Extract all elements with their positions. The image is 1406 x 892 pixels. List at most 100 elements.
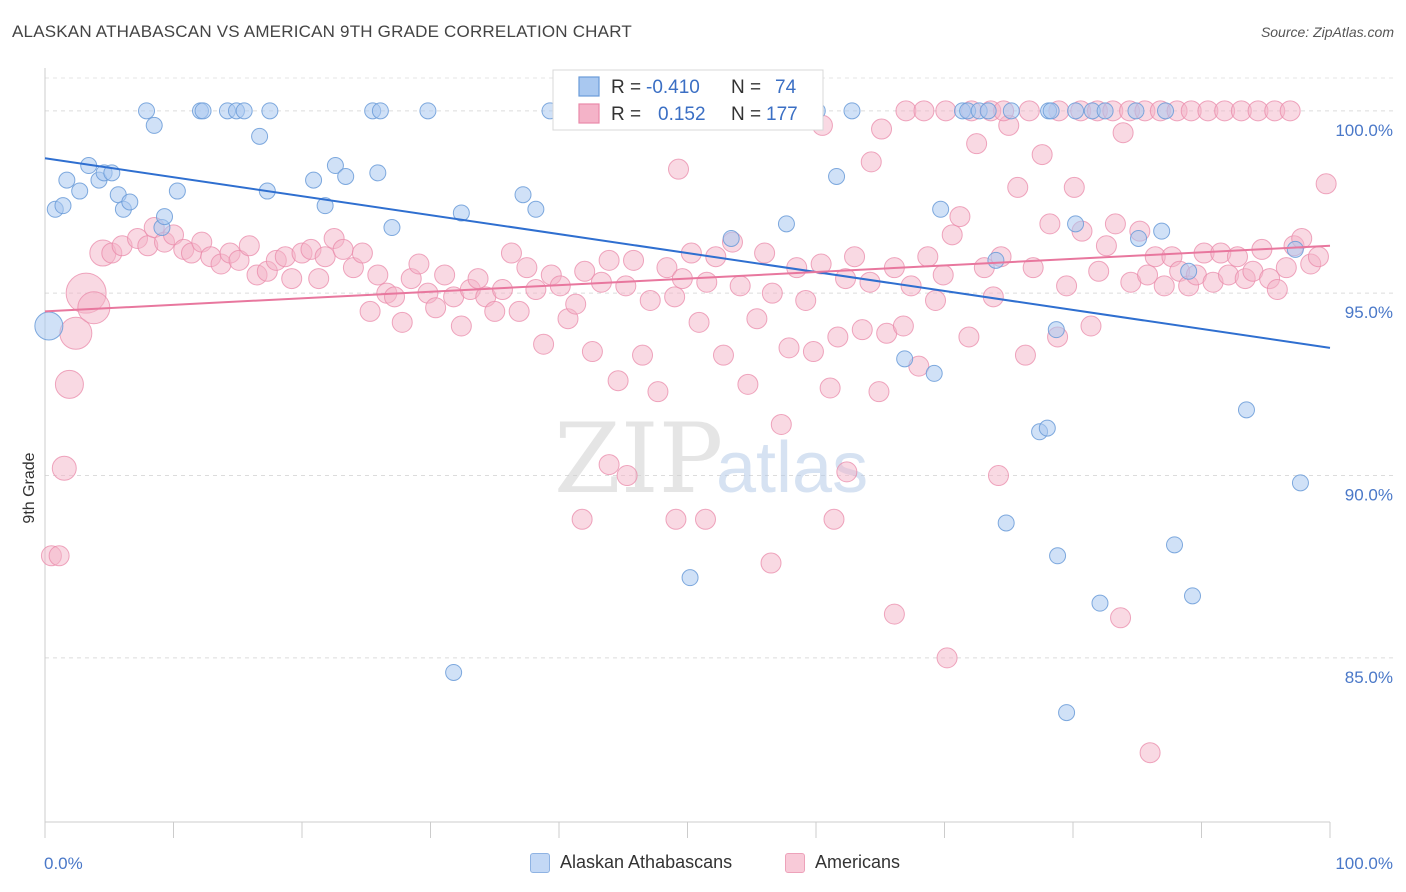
athabascan-point-25 bbox=[305, 171, 323, 189]
american-point-124 bbox=[1080, 315, 1102, 337]
athabascan-point-24 bbox=[261, 102, 279, 120]
american-point-21 bbox=[228, 249, 250, 271]
american-point-87 bbox=[778, 337, 800, 359]
athabascan-point-11 bbox=[121, 193, 139, 211]
american-point-133 bbox=[1153, 275, 1175, 297]
american-point-42 bbox=[408, 253, 430, 275]
legend-swatch-athabascans bbox=[530, 852, 550, 873]
american-point-72 bbox=[656, 257, 678, 279]
legend-item-athabascans: Alaskan Athabascans bbox=[530, 852, 732, 873]
legend-n-value-2: 177 bbox=[766, 104, 798, 125]
athabascan-point-21 bbox=[235, 102, 253, 120]
legend-label-athabascans: Alaskan Athabascans bbox=[560, 852, 733, 872]
american-point-93 bbox=[827, 326, 849, 348]
legend-swatch-pink bbox=[578, 103, 600, 124]
american-point-122 bbox=[1063, 176, 1085, 198]
series-legend: Alaskan Athabascans Americans bbox=[0, 850, 1406, 880]
athabascan-point-75 bbox=[1286, 240, 1304, 258]
legend-n-label-2: N = bbox=[731, 104, 761, 125]
athabascan-point-70 bbox=[681, 569, 699, 587]
american-point-65 bbox=[598, 249, 620, 271]
american-point-3 bbox=[54, 369, 84, 399]
y-tick-label-0: 85.0% bbox=[1345, 668, 1393, 687]
y-tick-label-2: 95.0% bbox=[1345, 303, 1393, 322]
american-point-105 bbox=[925, 289, 947, 311]
american-point-70 bbox=[639, 289, 661, 311]
american-point-68 bbox=[623, 249, 645, 271]
american-point-127 bbox=[1104, 213, 1126, 235]
watermark-zip: ZIP bbox=[554, 403, 723, 515]
legend-r-value-2: 0.152 bbox=[658, 104, 706, 125]
y-tick-labels: 85.0% 90.0% 95.0% 100.0% bbox=[1335, 121, 1393, 687]
legend-swatch-americans bbox=[785, 852, 805, 873]
american-point-83 bbox=[746, 308, 768, 330]
athabascan-point-35 bbox=[514, 186, 532, 204]
american-point-107 bbox=[941, 224, 963, 246]
american-point-85 bbox=[761, 282, 783, 304]
american-point-47 bbox=[450, 315, 472, 337]
athabascan-point-32 bbox=[383, 219, 401, 237]
american-point-185 bbox=[836, 461, 858, 483]
athabascan-points bbox=[34, 102, 1309, 722]
american-point-71 bbox=[647, 381, 669, 403]
grid-lines bbox=[45, 77, 1395, 659]
american-point-126 bbox=[1095, 235, 1117, 257]
americans-trend-line bbox=[44, 244, 1331, 313]
american-point-73 bbox=[664, 286, 686, 308]
athabascan-point-18 bbox=[194, 102, 212, 120]
american-point-40 bbox=[391, 311, 413, 333]
athabascan-point-41 bbox=[777, 215, 795, 233]
athabascan-point-69 bbox=[1166, 536, 1184, 554]
athabascan-point-34 bbox=[452, 204, 470, 222]
american-point-52 bbox=[491, 279, 513, 301]
athabascan-point-52 bbox=[987, 251, 1005, 269]
american-point-61 bbox=[565, 293, 587, 315]
american-point-30 bbox=[308, 268, 330, 290]
american-point-183 bbox=[760, 552, 782, 574]
y-tick-label-1: 90.0% bbox=[1345, 486, 1393, 505]
american-point-86 bbox=[770, 413, 792, 435]
american-point-180 bbox=[1279, 100, 1301, 122]
athabascan-point-12 bbox=[138, 102, 156, 120]
correlation-legend: R = -0.410 N = 74 R = 0.152 N = 177 bbox=[552, 69, 824, 131]
athabascan-point-45 bbox=[896, 350, 914, 368]
american-point-110 bbox=[966, 133, 988, 155]
american-point-153 bbox=[1315, 173, 1337, 195]
american-point-104 bbox=[917, 246, 939, 268]
athabascan-point-30 bbox=[371, 102, 389, 120]
american-point-90 bbox=[802, 341, 824, 363]
chart-title: ALASKAN ATHABASCAN VS AMERICAN 9TH GRADE… bbox=[12, 22, 632, 41]
athabascan-point-66 bbox=[1153, 222, 1171, 240]
legend-item-americans: Americans bbox=[785, 852, 900, 873]
american-point-77 bbox=[696, 271, 718, 293]
american-point-121 bbox=[1056, 275, 1078, 297]
american-point-95 bbox=[844, 246, 866, 268]
american-point-165 bbox=[1018, 100, 1040, 122]
american-point-188 bbox=[987, 465, 1009, 487]
american-point-57 bbox=[533, 333, 555, 355]
american-point-81 bbox=[729, 275, 751, 297]
american-point-159 bbox=[895, 100, 917, 122]
athabascan-point-44 bbox=[843, 102, 861, 120]
american-point-184 bbox=[823, 508, 845, 530]
american-point-148 bbox=[1275, 257, 1297, 279]
athabascan-point-76 bbox=[1291, 474, 1309, 492]
american-point-35 bbox=[351, 242, 373, 264]
american-point-152 bbox=[1307, 246, 1329, 268]
athabascan-point-59 bbox=[1047, 321, 1065, 339]
american-point-106 bbox=[932, 264, 954, 286]
athabascan-point-71 bbox=[445, 663, 463, 681]
legend-label-americans: Americans bbox=[815, 852, 901, 872]
american-point-82 bbox=[737, 373, 759, 395]
american-point-2 bbox=[51, 455, 77, 481]
athabascan-point-62 bbox=[1067, 102, 1085, 120]
athabascan-point-51 bbox=[979, 102, 997, 120]
athabascan-point-54 bbox=[1042, 102, 1060, 120]
american-point-62 bbox=[574, 260, 596, 282]
athabascan-point-72 bbox=[1058, 704, 1076, 722]
athabascan-point-68 bbox=[1180, 262, 1198, 280]
x-tick-label-1: 100.0% bbox=[1335, 854, 1393, 873]
american-point-79 bbox=[712, 344, 734, 366]
american-point-51 bbox=[484, 300, 506, 322]
american-point-154 bbox=[668, 158, 690, 180]
